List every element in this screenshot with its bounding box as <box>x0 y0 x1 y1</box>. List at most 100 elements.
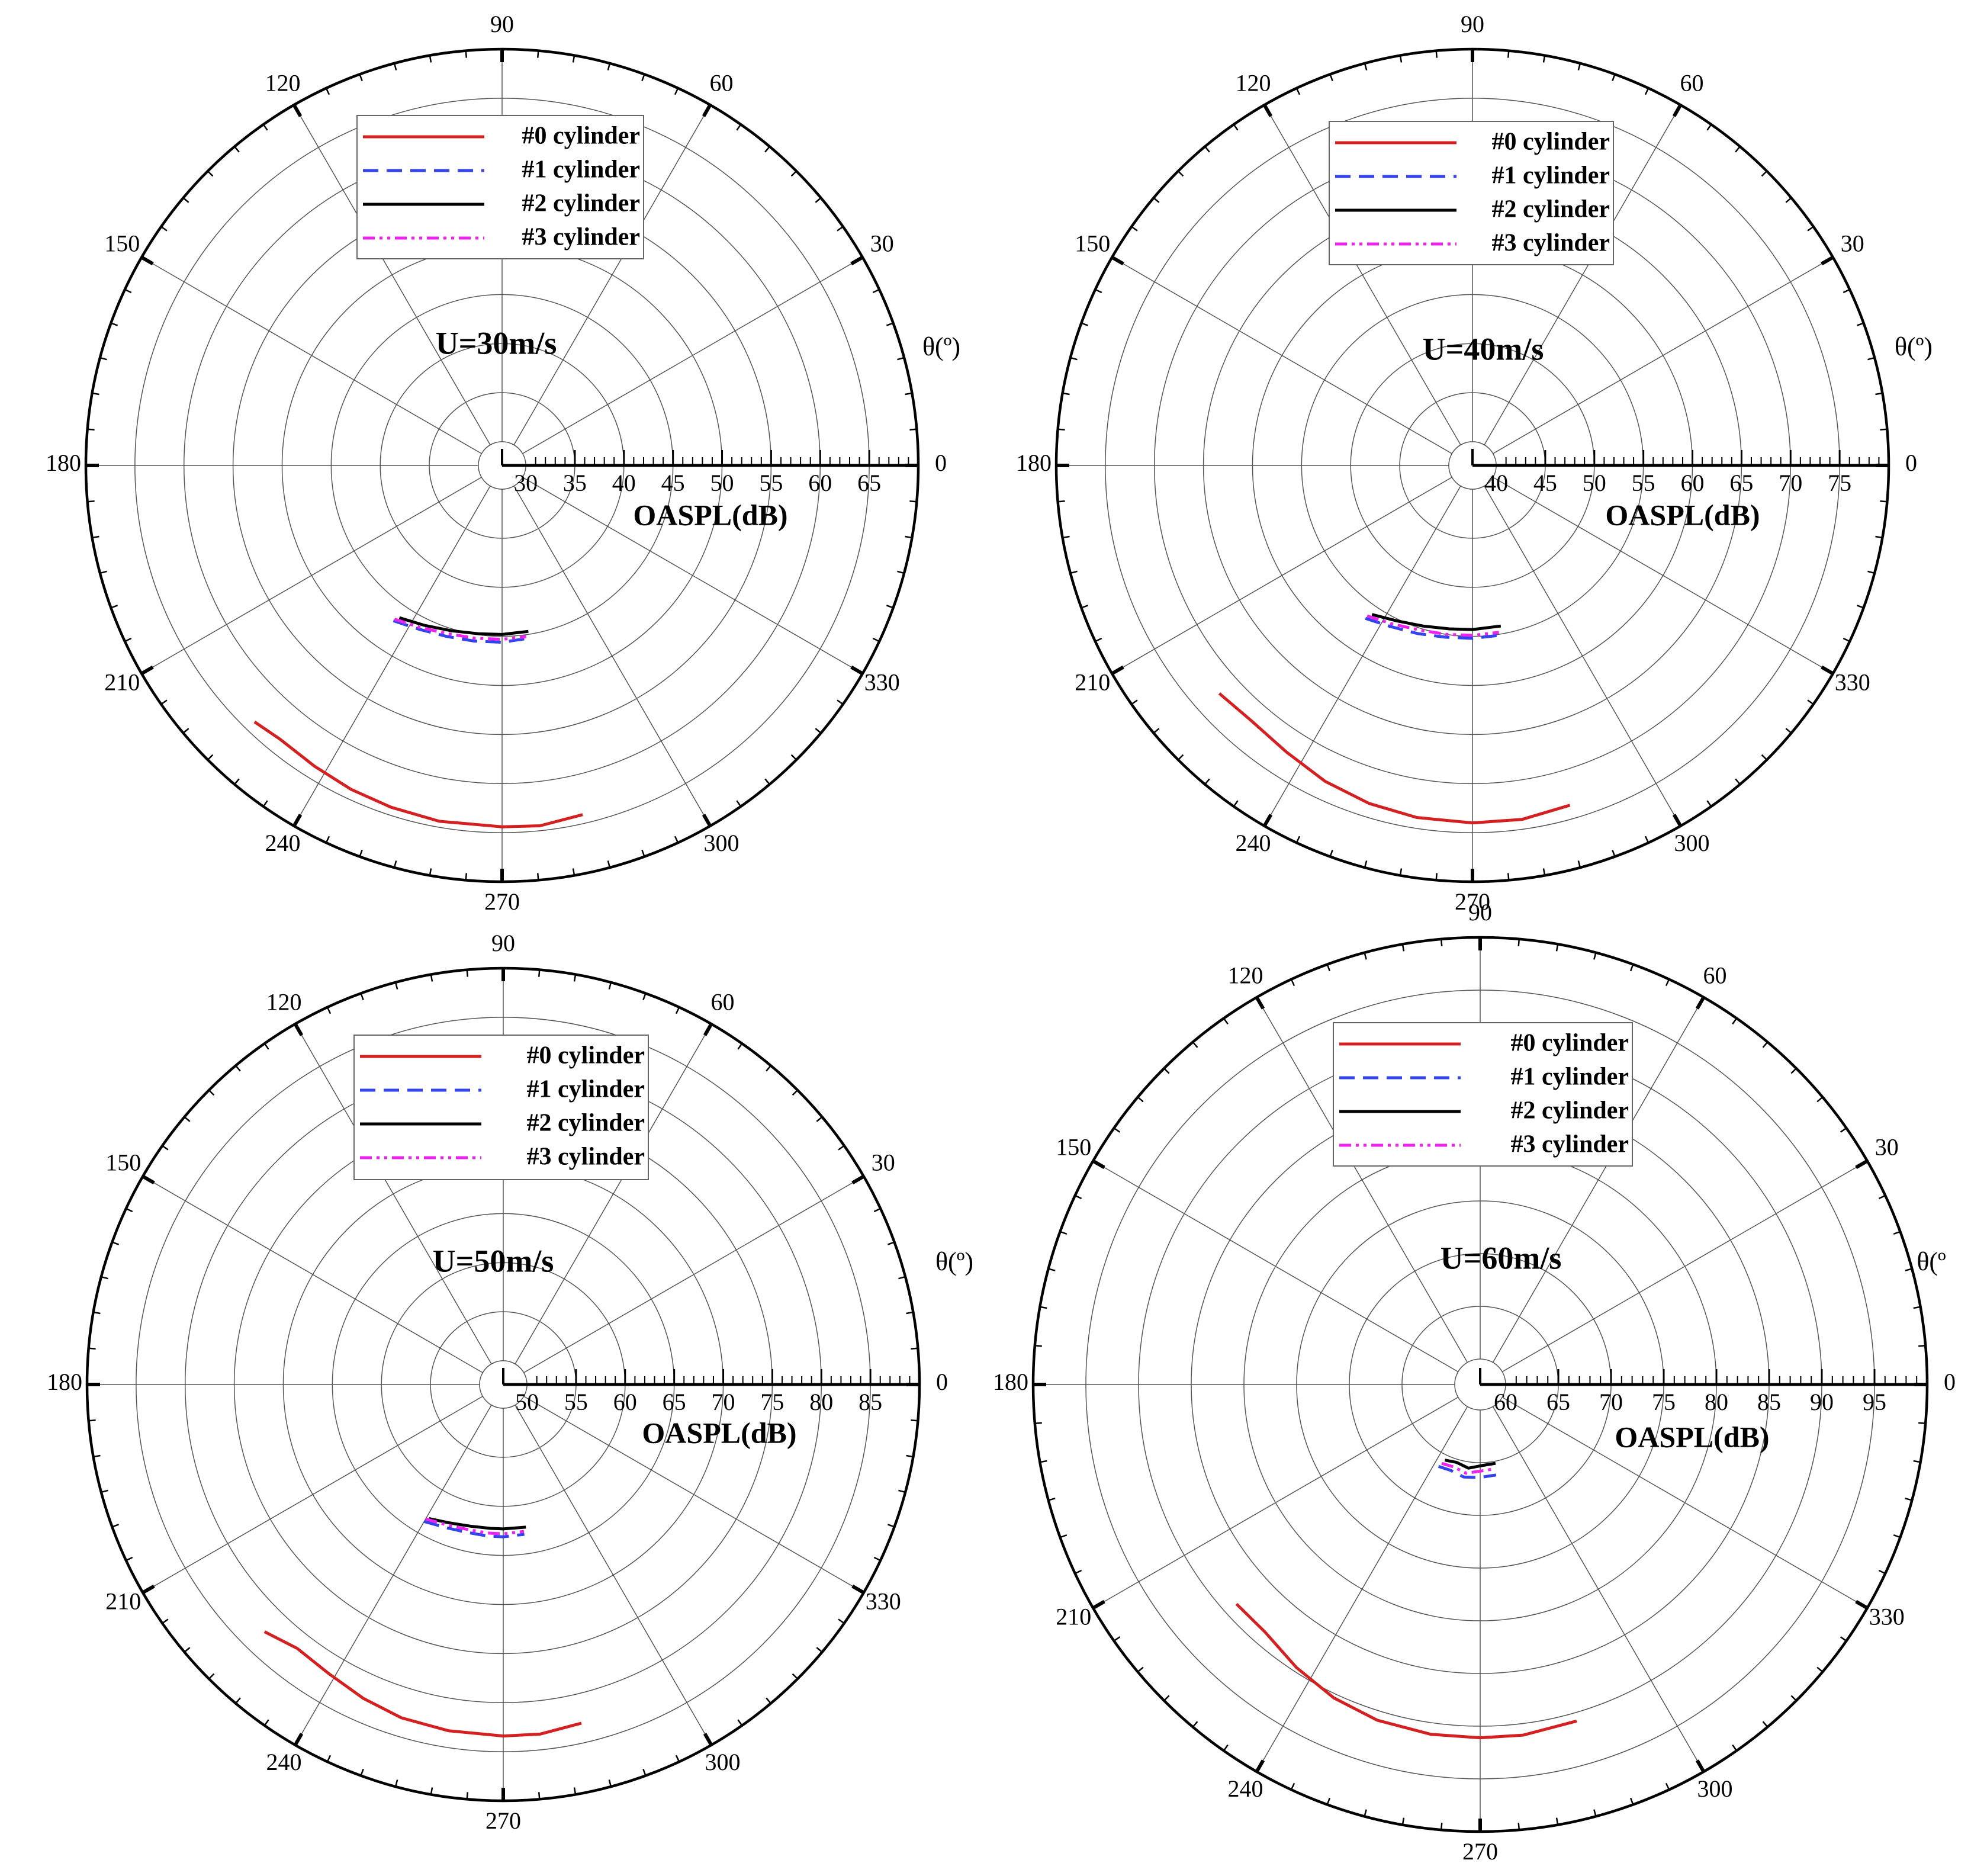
outer-tick <box>1807 226 1814 232</box>
grid-radial-line <box>1256 997 1468 1363</box>
legend-label-1: #1 cylinder <box>1492 162 1610 189</box>
outer-tick <box>898 1276 906 1280</box>
outer-tick <box>1435 50 1438 58</box>
outer-tick <box>87 500 95 503</box>
grid-radial-line <box>294 1023 492 1364</box>
legend-box <box>353 1035 649 1180</box>
outer-tick <box>465 873 468 881</box>
outer-tick <box>1204 146 1210 153</box>
outer-tick <box>1075 1194 1082 1200</box>
outer-tick <box>1542 868 1546 876</box>
angle-label: 150 <box>105 1149 141 1176</box>
angle-label: 0 <box>1905 449 1917 476</box>
theta-axis-label: θ(º) <box>935 1247 973 1276</box>
r-tick-label: 30 <box>514 470 538 496</box>
angle-label: 0 <box>1944 1369 1956 1395</box>
outer-tick <box>184 1647 191 1653</box>
outer-tick <box>1364 1809 1367 1817</box>
angle-label: 0 <box>935 449 947 476</box>
r-axis-title: OASPL(dB) <box>1605 498 1760 531</box>
r-tick-label: 45 <box>1533 470 1557 496</box>
outer-tick <box>87 428 95 431</box>
outer-tick <box>837 226 844 232</box>
outer-tick <box>1233 800 1239 807</box>
outer-tick <box>1644 836 1650 843</box>
outer-tick <box>466 1792 469 1800</box>
outer-tick <box>1040 1460 1047 1463</box>
outer-tick <box>140 255 154 266</box>
angle-label: 120 <box>1228 962 1263 988</box>
angle-label: 60 <box>711 988 735 1015</box>
outer-tick <box>1178 171 1184 177</box>
outer-tick <box>1542 55 1546 63</box>
angle-label: 0 <box>936 1369 948 1395</box>
angle-label: 210 <box>1056 1604 1091 1630</box>
grid-radial-line <box>1263 486 1461 827</box>
grid-radial-line <box>515 1405 712 1746</box>
outer-tick <box>766 1697 771 1704</box>
outer-tick <box>393 63 397 70</box>
grid-radial-line <box>142 1396 483 1594</box>
outer-tick <box>1706 124 1712 131</box>
angle-label: 300 <box>1674 830 1710 856</box>
angle-label: 30 <box>1875 1134 1899 1161</box>
outer-tick <box>905 392 912 396</box>
series-line-3 <box>425 1517 525 1536</box>
r-tick-label: 70 <box>712 1389 735 1415</box>
legend-label-0: #0 cylinder <box>527 1042 645 1069</box>
outer-tick <box>1290 1782 1295 1790</box>
outer-tick <box>887 1241 895 1245</box>
outer-tick <box>764 778 770 785</box>
outer-tick <box>1821 255 1834 266</box>
angle-label: 90 <box>1468 899 1492 926</box>
angle-label: 330 <box>1869 1604 1905 1630</box>
series-line-3 <box>1366 614 1499 637</box>
outer-tick <box>1034 1422 1042 1425</box>
legend-label-1: #1 cylinder <box>527 1076 645 1103</box>
outer-tick <box>1555 944 1559 952</box>
outer-tick <box>110 322 118 326</box>
outer-tick <box>1507 50 1510 58</box>
outer-tick <box>1761 754 1767 760</box>
outer-tick <box>99 356 107 361</box>
outer-tick <box>93 1311 101 1315</box>
series-line-0 <box>263 1630 582 1738</box>
speed-annotation: U=40m/s <box>1423 331 1544 367</box>
outer-tick <box>142 1584 155 1595</box>
r-tick-label: 75 <box>1828 470 1851 496</box>
outer-tick <box>1867 356 1875 361</box>
angle-label: 150 <box>1056 1134 1091 1161</box>
grid-radial-line <box>141 477 482 674</box>
grid-radial-line <box>513 486 711 827</box>
legend-box <box>1329 121 1614 265</box>
outer-tick <box>906 1454 914 1458</box>
outer-tick <box>1364 860 1368 868</box>
outer-tick <box>1855 1159 1869 1170</box>
outer-tick <box>262 124 268 131</box>
outer-tick <box>1223 1744 1229 1752</box>
grid-radial-line <box>522 256 863 454</box>
outer-tick <box>702 104 712 117</box>
outer-tick <box>897 356 905 361</box>
outer-tick <box>1612 849 1616 857</box>
outer-tick <box>1875 392 1883 396</box>
outer-tick <box>1816 1096 1824 1103</box>
grid-radial-line <box>293 104 491 445</box>
outer-tick <box>1178 754 1184 760</box>
outer-tick <box>360 992 364 1001</box>
speed-annotation: U=60m/s <box>1441 1240 1562 1276</box>
outer-tick <box>1790 1695 1797 1701</box>
outer-tick <box>124 637 132 643</box>
grid-radial-line <box>1493 256 1834 454</box>
speed-annotation: U=30m/s <box>436 325 557 361</box>
legend-label-3: #3 cylinder <box>527 1143 645 1171</box>
outer-tick <box>1807 699 1814 705</box>
outer-tick <box>641 849 645 857</box>
outer-tick <box>909 500 917 503</box>
outer-tick <box>608 982 612 990</box>
outer-tick <box>909 428 917 431</box>
outer-tick <box>906 1311 914 1315</box>
outer-tick <box>1095 637 1102 643</box>
outer-tick <box>1111 255 1124 266</box>
outer-tick <box>815 728 822 734</box>
